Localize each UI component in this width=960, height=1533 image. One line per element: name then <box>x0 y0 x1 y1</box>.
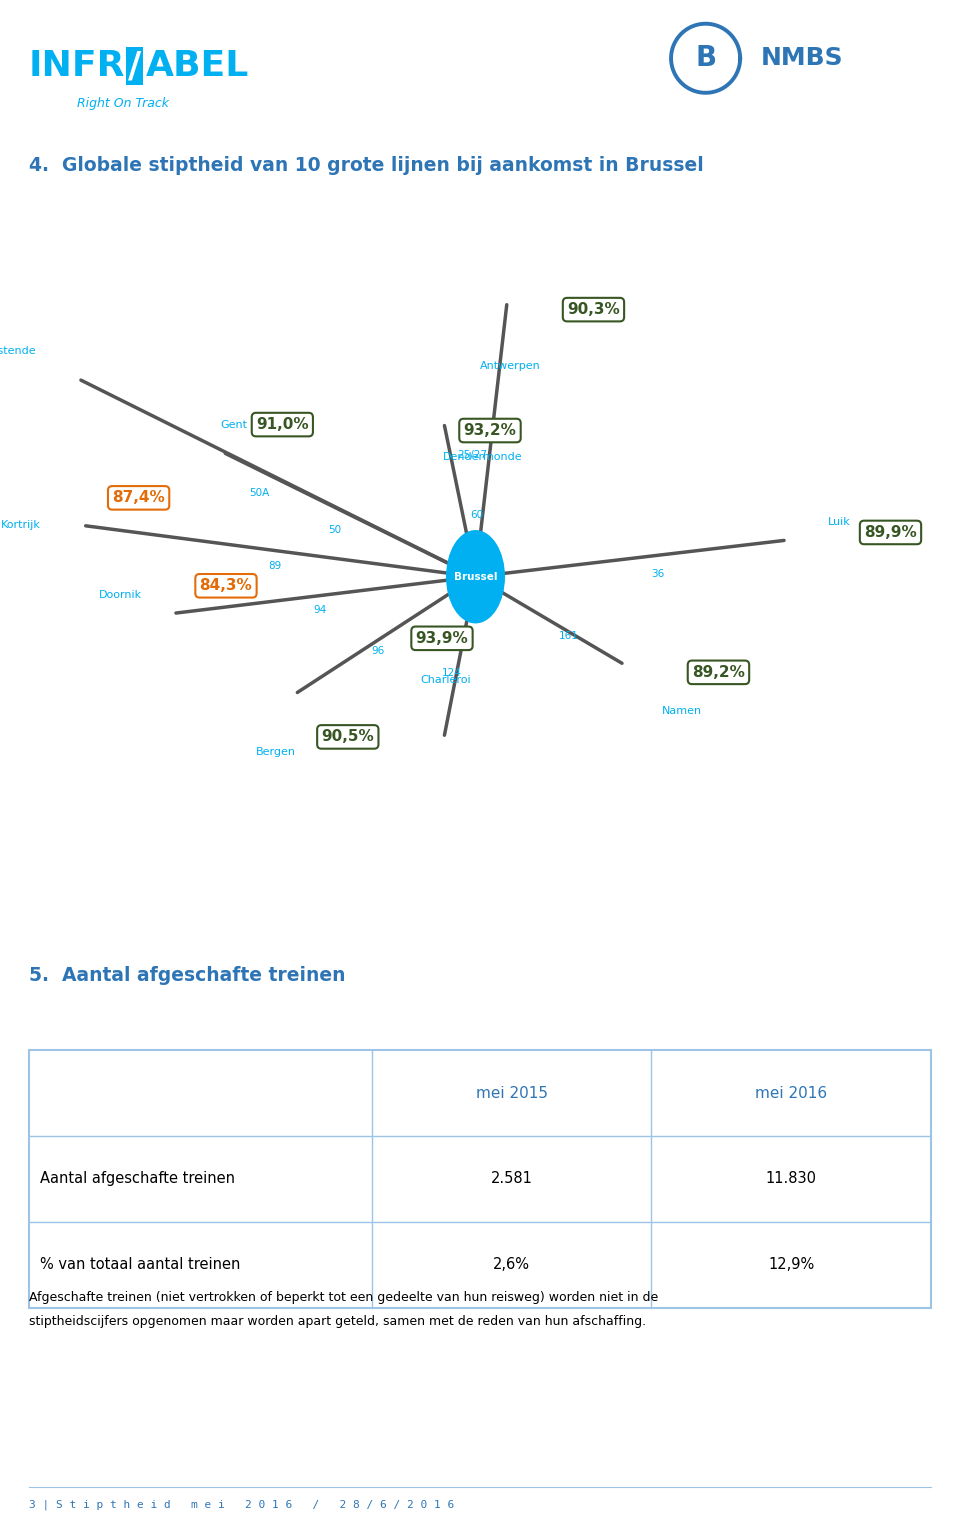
Text: mei 2015: mei 2015 <box>475 1085 547 1101</box>
Text: B: B <box>695 44 716 72</box>
Text: 2.581: 2.581 <box>491 1171 533 1187</box>
Text: 84,3%: 84,3% <box>200 578 252 593</box>
Text: 96: 96 <box>371 645 384 656</box>
Text: Kortrijk: Kortrijk <box>1 520 40 530</box>
Text: 87,4%: 87,4% <box>112 491 165 506</box>
Text: 11.830: 11.830 <box>766 1171 817 1187</box>
Text: 5.  Aantal afgeschafte treinen: 5. Aantal afgeschafte treinen <box>29 966 346 984</box>
Text: Aantal afgeschafte treinen: Aantal afgeschafte treinen <box>40 1171 235 1187</box>
Text: Brussel: Brussel <box>454 572 497 581</box>
Text: Charleroi: Charleroi <box>420 675 471 685</box>
Text: NMBS: NMBS <box>760 46 843 71</box>
Text: Luik: Luik <box>828 517 851 527</box>
Text: 90,3%: 90,3% <box>567 302 620 317</box>
Text: 36: 36 <box>652 569 664 579</box>
Text: Dendermonde: Dendermonde <box>443 452 522 461</box>
Text: 12,9%: 12,9% <box>768 1257 814 1272</box>
Text: 89,2%: 89,2% <box>692 665 745 679</box>
Circle shape <box>446 530 504 622</box>
Text: 60: 60 <box>470 510 484 520</box>
Text: Antwerpen: Antwerpen <box>480 362 540 371</box>
Text: 3 | S t i p t h e i d   m e i   2 0 1 6   /   2 8 / 6 / 2 0 1 6: 3 | S t i p t h e i d m e i 2 0 1 6 / 2 … <box>29 1499 454 1510</box>
Text: stiptheidscijfers opgenomen maar worden apart geteld, samen met de reden van hun: stiptheidscijfers opgenomen maar worden … <box>29 1315 646 1328</box>
Text: Namen: Namen <box>662 705 702 716</box>
Text: 94: 94 <box>313 606 326 615</box>
Text: 50: 50 <box>328 524 342 535</box>
Text: % van totaal aantal treinen: % van totaal aantal treinen <box>40 1257 241 1272</box>
Text: Gent: Gent <box>221 420 248 429</box>
Text: 91,0%: 91,0% <box>256 417 309 432</box>
Text: 90,5%: 90,5% <box>322 730 374 745</box>
Text: Right On Track: Right On Track <box>77 97 169 109</box>
Text: Afgeschafte treinen (niet vertrokken of beperkt tot een gedeelte van hun reisweg: Afgeschafte treinen (niet vertrokken of … <box>29 1291 658 1303</box>
Text: 89: 89 <box>268 561 281 572</box>
Text: 4.  Globale stiptheid van 10 grote lijnen bij aankomst in Brussel: 4. Globale stiptheid van 10 grote lijnen… <box>29 156 704 175</box>
Text: 89,9%: 89,9% <box>864 524 917 540</box>
Text: /: / <box>128 49 141 83</box>
Text: Doornik: Doornik <box>99 590 142 599</box>
Text: 161: 161 <box>559 632 579 641</box>
Text: 93,9%: 93,9% <box>416 630 468 645</box>
FancyBboxPatch shape <box>29 1050 931 1308</box>
Text: 93,2%: 93,2% <box>464 423 516 438</box>
Text: ABEL: ABEL <box>146 49 250 83</box>
Text: Bergen: Bergen <box>255 747 296 757</box>
Text: 124: 124 <box>442 668 462 678</box>
Text: mei 2016: mei 2016 <box>756 1085 828 1101</box>
Text: INFR: INFR <box>29 49 126 83</box>
Text: 25/27: 25/27 <box>457 449 487 460</box>
Text: 2,6%: 2,6% <box>493 1257 530 1272</box>
Text: 50A: 50A <box>250 487 270 498</box>
Text: Oostende: Oostende <box>0 346 36 356</box>
